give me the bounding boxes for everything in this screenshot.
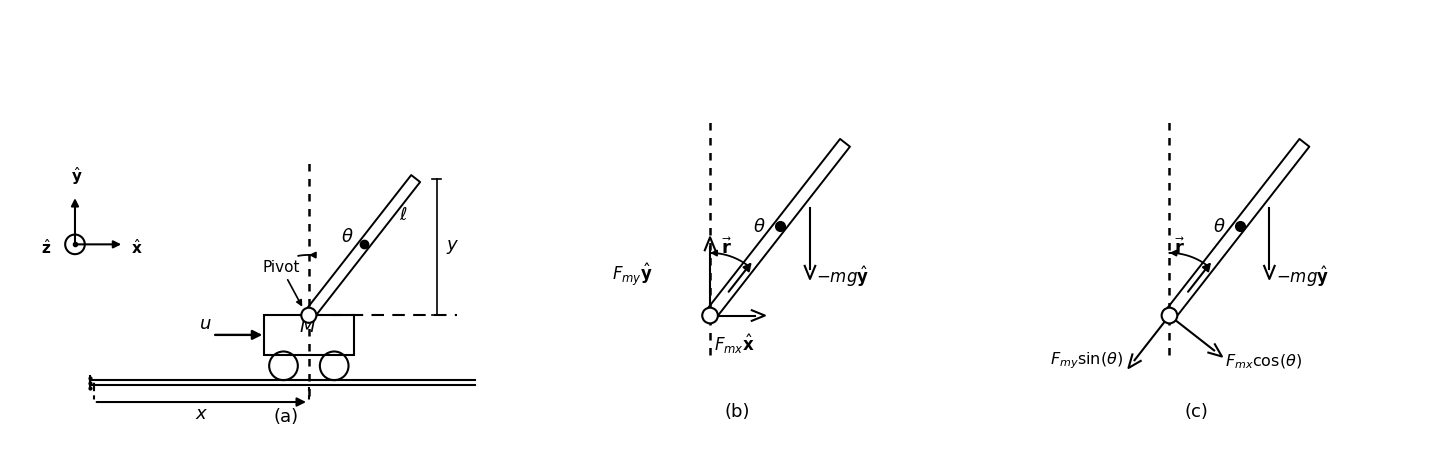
Text: $M$: $M$ — [299, 318, 317, 336]
Text: $x$: $x$ — [195, 405, 208, 423]
Text: $F_{mx}\cos(\theta)$: $F_{mx}\cos(\theta)$ — [1225, 352, 1301, 371]
Text: $-mg\hat{\mathbf{y}}$: $-mg\hat{\mathbf{y}}$ — [1275, 264, 1329, 289]
Text: $\theta$: $\theta$ — [1213, 218, 1225, 236]
Text: $F_{mx}\hat{\mathbf{x}}$: $F_{mx}\hat{\mathbf{x}}$ — [714, 332, 755, 356]
Text: $\theta$: $\theta$ — [340, 228, 353, 246]
Bar — [263, 315, 354, 354]
Text: $u$: $u$ — [200, 315, 213, 333]
Circle shape — [301, 308, 317, 323]
Text: $-mg\hat{\mathbf{y}}$: $-mg\hat{\mathbf{y}}$ — [816, 264, 869, 289]
Circle shape — [65, 235, 85, 254]
Text: $F_{my}\hat{\mathbf{y}}$: $F_{my}\hat{\mathbf{y}}$ — [612, 262, 654, 288]
Text: $F_{my}\sin(\theta)$: $F_{my}\sin(\theta)$ — [1050, 350, 1124, 371]
Text: $\ell$: $\ell$ — [399, 206, 408, 224]
Circle shape — [1161, 308, 1177, 323]
Text: (c): (c) — [1184, 403, 1209, 421]
Text: $\hat{\mathbf{x}}$: $\hat{\mathbf{x}}$ — [132, 238, 143, 257]
Text: (b): (b) — [724, 403, 750, 421]
Text: $y$: $y$ — [445, 238, 460, 256]
Text: $\vec{\mathbf{r}}$: $\vec{\mathbf{r}}$ — [720, 237, 732, 258]
Text: Pivot: Pivot — [262, 259, 301, 305]
Text: (a): (a) — [273, 408, 299, 426]
Text: $\hat{\mathbf{z}}$: $\hat{\mathbf{z}}$ — [42, 238, 52, 257]
Text: $\hat{\mathbf{y}}$: $\hat{\mathbf{y}}$ — [71, 166, 82, 188]
Text: $\theta$: $\theta$ — [753, 218, 766, 236]
Circle shape — [703, 308, 717, 323]
Text: $\vec{\mathbf{r}}$: $\vec{\mathbf{r}}$ — [1174, 237, 1184, 258]
